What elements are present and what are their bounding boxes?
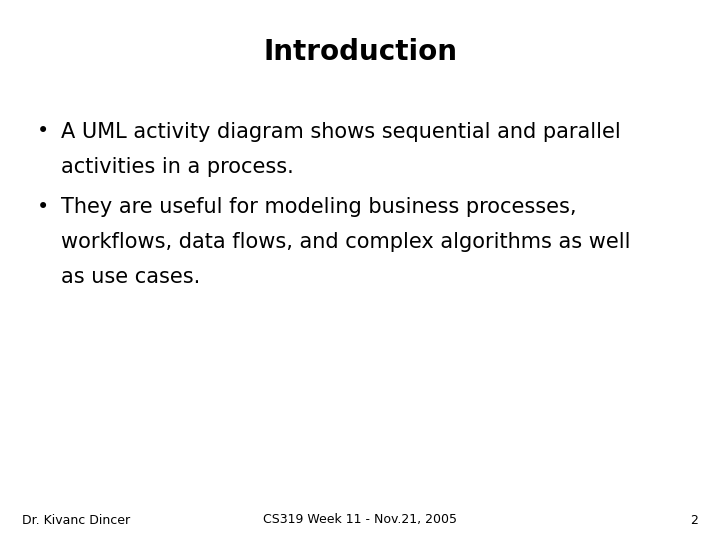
Text: •: • bbox=[37, 122, 50, 141]
Text: Dr. Kivanc Dincer: Dr. Kivanc Dincer bbox=[22, 514, 130, 526]
Text: A UML activity diagram shows sequential and parallel: A UML activity diagram shows sequential … bbox=[61, 122, 621, 141]
Text: They are useful for modeling business processes,: They are useful for modeling business pr… bbox=[61, 197, 577, 217]
Text: workflows, data flows, and complex algorithms as well: workflows, data flows, and complex algor… bbox=[61, 232, 631, 252]
Text: •: • bbox=[37, 197, 50, 217]
Text: as use cases.: as use cases. bbox=[61, 267, 200, 287]
Text: 2: 2 bbox=[690, 514, 698, 526]
Text: CS319 Week 11 - Nov.21, 2005: CS319 Week 11 - Nov.21, 2005 bbox=[263, 514, 457, 526]
Text: activities in a process.: activities in a process. bbox=[61, 157, 294, 177]
Text: Introduction: Introduction bbox=[263, 38, 457, 66]
